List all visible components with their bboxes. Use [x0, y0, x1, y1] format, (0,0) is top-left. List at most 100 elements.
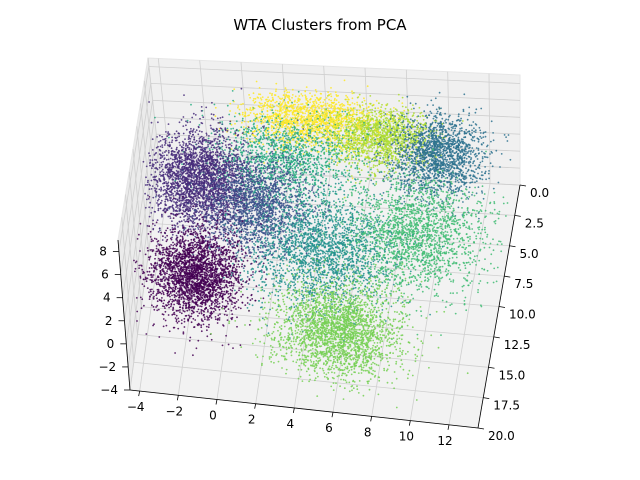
scatter-point-cluster-3: [424, 153, 427, 156]
scatter-point-cluster-9: [279, 115, 282, 117]
scatter-point-cluster-8: [371, 114, 374, 117]
scatter-point-cluster-9: [289, 141, 291, 143]
scatter-point-cluster-3: [438, 126, 441, 128]
scatter-point-cluster-9: [336, 95, 338, 97]
scatter-point-cluster-9: [277, 134, 280, 137]
scatter-point-cluster-9: [321, 105, 324, 108]
scatter-point-cluster-3: [433, 128, 435, 131]
scatter-point-cluster-9: [266, 107, 269, 109]
scatter-point-cluster-3: [459, 119, 462, 122]
scatter-point-cluster-8: [350, 121, 353, 124]
scatter-point-cluster-3: [401, 121, 404, 124]
scatter-point-cluster-9: [351, 114, 353, 117]
scatter-point-cluster-8: [421, 146, 423, 149]
scatter-point-cluster-3: [442, 152, 445, 155]
scatter-point-cluster-8: [401, 123, 403, 126]
scatter-point-cluster-3: [444, 112, 446, 115]
scatter-point-cluster-9: [365, 107, 368, 110]
scatter-point-cluster-5: [268, 123, 270, 126]
scatter-point-cluster-9: [342, 120, 345, 122]
scatter-point-cluster-3: [453, 167, 456, 169]
scatter-point-cluster-3: [474, 123, 477, 125]
scatter-point-cluster-5: [345, 158, 347, 161]
scatter-point-cluster-9: [367, 106, 370, 108]
scatter-point-cluster-9: [352, 136, 355, 139]
scatter-point-cluster-9: [313, 116, 316, 119]
scatter-point-cluster-5: [259, 147, 262, 149]
scatter-point-cluster-8: [349, 143, 352, 145]
scatter-point-cluster-3: [455, 135, 458, 137]
scatter-point-cluster-8: [344, 156, 347, 159]
scatter-point-cluster-9: [302, 153, 305, 155]
scatter-point-cluster-8: [347, 125, 350, 128]
scatter-point-cluster-1: [167, 151, 170, 154]
scatter-point-cluster-3: [413, 107, 415, 110]
scatter-point-cluster-3: [435, 132, 438, 134]
scatter-point-cluster-5: [257, 132, 260, 135]
scatter-point-cluster-9: [295, 107, 298, 110]
scatter-point-cluster-9: [283, 111, 286, 114]
scatter-point-cluster-9: [366, 113, 368, 115]
scatter-point-cluster-9: [328, 125, 331, 128]
scatter-point-cluster-9: [315, 101, 317, 103]
scatter-point-cluster-3: [432, 132, 435, 135]
scatter-point-cluster-1: [202, 116, 205, 119]
scatter-point-cluster-3: [430, 99, 433, 102]
scatter-point-cluster-8: [331, 137, 334, 139]
scatter-point-cluster-3: [417, 141, 419, 144]
scatter-point-cluster-8: [364, 124, 367, 127]
scatter-point-cluster-3: [438, 129, 441, 132]
scatter-point-cluster-3: [442, 125, 444, 127]
scatter-point-cluster-9: [277, 117, 280, 119]
scatter-point-cluster-5: [240, 126, 243, 129]
scatter-point-cluster-9: [265, 131, 268, 134]
scatter-point-cluster-9: [281, 126, 283, 129]
scatter-point-cluster-9: [356, 101, 358, 104]
scatter-point-cluster-3: [465, 167, 467, 170]
scatter-point-cluster-5: [246, 153, 249, 156]
scatter-point-cluster-3: [419, 138, 422, 141]
scatter-point-cluster-9: [306, 108, 308, 111]
scatter-point-cluster-9: [275, 115, 278, 118]
scatter-point-cluster-9: [330, 124, 333, 127]
scatter-point-cluster-3: [384, 113, 387, 115]
scatter-point-cluster-3: [415, 124, 418, 126]
scatter-point-cluster-3: [417, 122, 420, 124]
scatter-point-cluster-9: [293, 103, 295, 106]
scatter-point-cluster-3: [399, 155, 401, 158]
scatter-point-cluster-8: [399, 124, 401, 127]
scatter-point-cluster-5: [307, 145, 310, 148]
scatter-point-cluster-5: [357, 154, 360, 157]
scatter-point-cluster-9: [305, 86, 308, 88]
scatter-point-cluster-3: [430, 112, 433, 114]
scatter-point-cluster-2: [213, 130, 216, 133]
scatter-point-cluster-9: [326, 102, 329, 105]
scatter-point-cluster-9: [275, 112, 278, 115]
scatter-point-cluster-8: [386, 148, 389, 150]
scatter-point-cluster-1: [183, 94, 185, 96]
scatter-point-cluster-9: [270, 127, 273, 129]
scatter-point-cluster-8: [409, 145, 411, 148]
scatter-point-cluster-9: [279, 101, 282, 103]
scatter-point-cluster-3: [426, 144, 429, 147]
scatter-point-cluster-9: [318, 151, 320, 153]
scatter-point-cluster-5: [316, 141, 319, 144]
scatter-point-cluster-3: [431, 137, 434, 139]
scatter-point-cluster-9: [325, 148, 327, 151]
scatter-point-cluster-9: [315, 96, 318, 99]
scatter-point-cluster-9: [336, 162, 339, 164]
scatter-point-cluster-3: [451, 123, 453, 125]
scatter-point-cluster-8: [380, 146, 383, 149]
scatter-point-cluster-9: [329, 119, 332, 122]
scatter-point-cluster-5: [332, 131, 335, 133]
scatter-point-cluster-8: [388, 122, 391, 124]
scatter-point-cluster-9: [254, 139, 257, 141]
scatter-point-cluster-9: [258, 131, 261, 134]
scatter-point-cluster-9: [340, 119, 343, 122]
scatter-point-cluster-3: [428, 147, 430, 150]
scatter-point-cluster-3: [457, 115, 460, 118]
scatter-point-cluster-9: [350, 108, 353, 110]
scatter-point-cluster-9: [284, 102, 287, 104]
scatter-point-cluster-8: [390, 161, 393, 164]
scatter-point-cluster-8: [336, 164, 338, 167]
